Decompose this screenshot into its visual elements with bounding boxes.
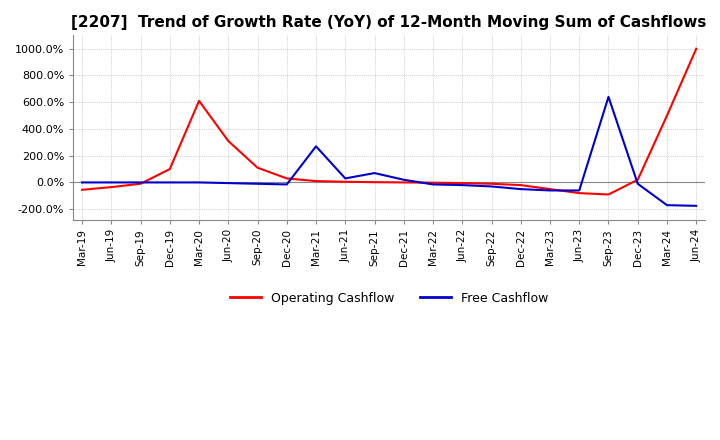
Title: [2207]  Trend of Growth Rate (YoY) of 12-Month Moving Sum of Cashflows: [2207] Trend of Growth Rate (YoY) of 12-… [71,15,707,30]
Legend: Operating Cashflow, Free Cashflow: Operating Cashflow, Free Cashflow [225,286,553,310]
